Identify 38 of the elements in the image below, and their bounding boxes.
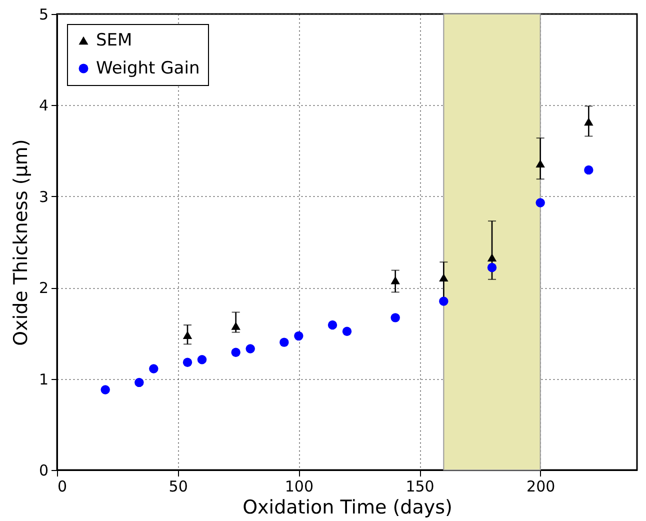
- x-tick-label: 150: [406, 478, 434, 496]
- point: [584, 118, 594, 126]
- legend-label: Weight Gain: [96, 58, 200, 78]
- point: [149, 364, 158, 374]
- point: [439, 274, 448, 282]
- x-tick-label: 100: [284, 478, 314, 496]
- x-tick-label: 200: [526, 478, 556, 496]
- point: [536, 198, 545, 208]
- point: [134, 378, 144, 388]
- x-tick-label: 0: [58, 478, 68, 496]
- point: [439, 296, 448, 306]
- point: [487, 262, 497, 272]
- y-tick-label: 0: [38, 462, 48, 480]
- y-tick-label: 3: [38, 188, 48, 206]
- point: [246, 344, 255, 354]
- point: [231, 348, 240, 357]
- point: [182, 331, 192, 340]
- y-tick-label: 1: [38, 370, 48, 388]
- y-tick-label: 2: [38, 279, 48, 298]
- point: [280, 338, 289, 347]
- point: [536, 160, 545, 168]
- point: [100, 385, 110, 394]
- point: [487, 254, 497, 262]
- point: [390, 276, 400, 284]
- x-axis-title: Oxidation Time (days): [242, 496, 452, 518]
- point: [390, 313, 400, 322]
- legend-label: SEM: [96, 30, 132, 50]
- point: [182, 358, 192, 367]
- point: [294, 331, 304, 341]
- y-axis-title: Oxide Thickness (μm): [10, 139, 32, 346]
- point: [197, 355, 207, 364]
- point: [231, 322, 240, 330]
- y-tick-label: 4: [38, 96, 48, 115]
- y-tick-label: 5: [38, 6, 48, 24]
- point: [328, 320, 338, 330]
- x-tick-label: 50: [168, 478, 188, 496]
- point: [584, 165, 594, 175]
- point: [342, 326, 352, 336]
